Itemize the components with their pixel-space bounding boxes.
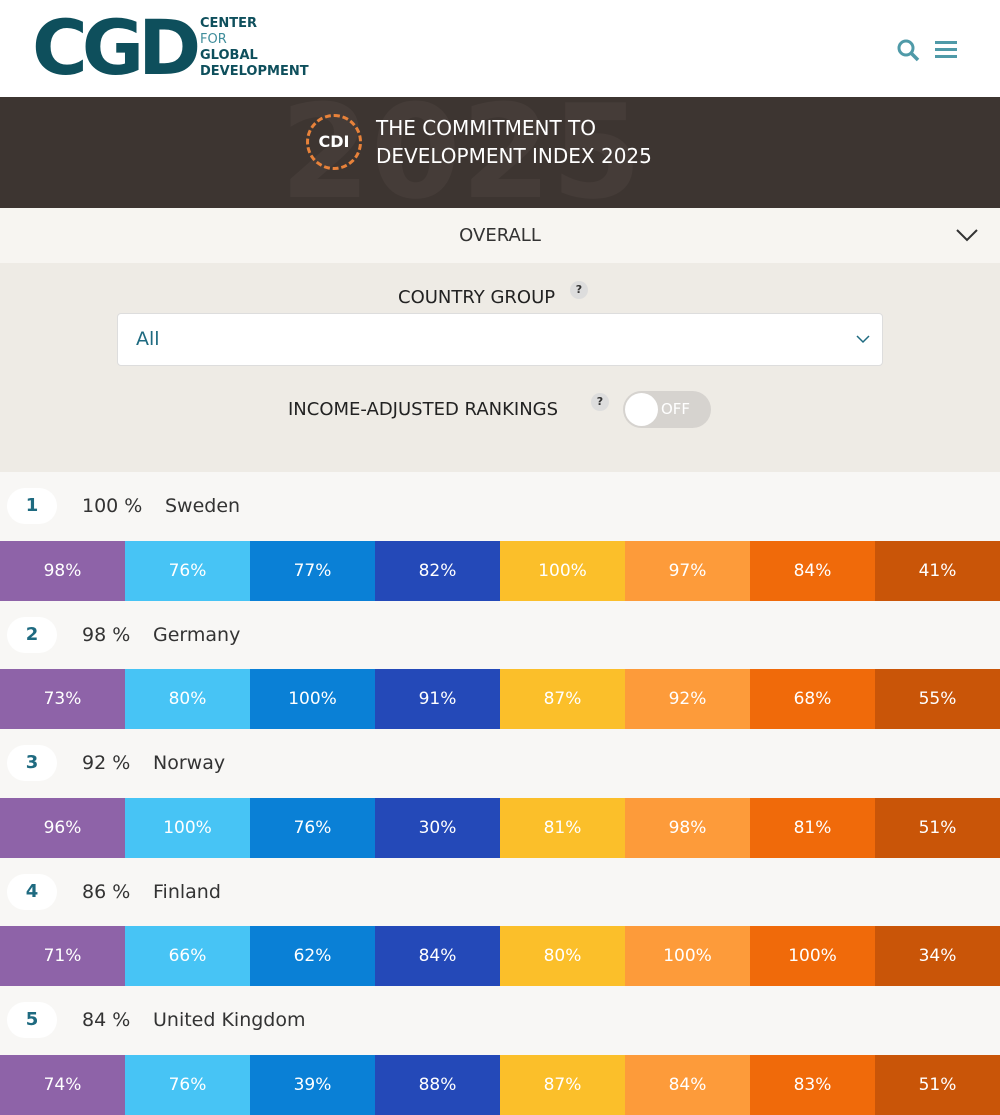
org-line: DEVELOPMENT	[200, 64, 309, 79]
income-toggle[interactable]: OFF	[623, 391, 711, 428]
component-score: 76%	[125, 1054, 250, 1115]
component-score: 88%	[375, 1054, 500, 1115]
component-score: 100%	[125, 797, 250, 858]
component-bar: 98% 76% 77% 82% 100% 97% 84% 41%	[0, 540, 1000, 601]
toggle-state: OFF	[661, 400, 691, 418]
component-score: 73%	[0, 669, 125, 729]
component-score: 92%	[625, 669, 750, 729]
component-score: 84%	[375, 926, 500, 986]
banner-title: THE COMMITMENT TO DEVELOPMENT INDEX 2025	[376, 114, 652, 170]
site-header: CGD CENTER FOR GLOBAL DEVELOPMENT	[0, 0, 1000, 97]
chevron	[856, 335, 870, 344]
rank-badge: 3	[7, 745, 57, 781]
component-score: 62%	[250, 926, 375, 986]
component-score: 80%	[125, 669, 250, 729]
country: Norway	[153, 752, 226, 774]
search-icon[interactable]	[896, 38, 920, 62]
country-group-select[interactable]: All	[117, 313, 883, 366]
component-score: 68%	[750, 669, 875, 729]
component-score: 76%	[125, 540, 250, 601]
component-bar: 73% 80% 100% 91% 87% 92% 68% 55%	[0, 669, 1000, 729]
component-bar: 96% 100% 76% 30% 81% 98% 81% 51%	[0, 797, 1000, 858]
rank-badge: 5	[7, 1002, 57, 1038]
component-score: 34%	[875, 926, 1000, 986]
component-bar: 71% 66% 62% 84% 80% 100% 100% 34%	[0, 926, 1000, 986]
component-score: 100%	[625, 926, 750, 986]
rank-badge: 4	[7, 873, 57, 910]
component-score: 100%	[750, 926, 875, 986]
component-score: 71%	[0, 926, 125, 986]
country: Germany	[153, 623, 241, 646]
component-score: 80%	[500, 926, 625, 986]
title-line: THE COMMITMENT TO	[376, 116, 596, 140]
component-score: 84%	[750, 540, 875, 601]
component-score: 74%	[0, 1054, 125, 1115]
component-score: 91%	[375, 669, 500, 729]
rank-badge: 2	[7, 616, 57, 653]
component-score: 87%	[500, 1054, 625, 1115]
title-line: DEVELOPMENT INDEX 2025	[376, 144, 652, 168]
help-icon[interactable]: ?	[591, 393, 609, 411]
component-score: 83%	[750, 1054, 875, 1115]
chevron	[956, 229, 978, 242]
org-line: FOR	[200, 32, 227, 47]
score: 98 %	[82, 623, 131, 646]
component-score: 97%	[625, 540, 750, 601]
component-score: 100%	[500, 540, 625, 601]
component-score: 96%	[0, 797, 125, 858]
component-score: 87%	[500, 669, 625, 729]
component-score: 55%	[875, 669, 1000, 729]
org-line: CENTER	[200, 16, 258, 31]
rank-badge: 1	[7, 488, 57, 524]
component-score: 82%	[375, 540, 500, 601]
score: 92 %	[82, 752, 131, 774]
country: Sweden	[165, 495, 241, 517]
cdi-badge: CDI	[306, 114, 362, 170]
org-name[interactable]: CENTER FOR GLOBAL DEVELOPMENT	[200, 16, 309, 80]
component-score: 98%	[0, 540, 125, 601]
view-select[interactable]: OVERALL	[0, 208, 1000, 263]
country: United Kingdom	[153, 1009, 306, 1031]
component-score: 41%	[875, 540, 1000, 601]
score: 84 %	[82, 1009, 131, 1031]
country-group-label: COUNTRY GROUP	[398, 287, 556, 308]
component-bar: 74% 76% 39% 88% 87% 84% 83% 51%	[0, 1054, 1000, 1115]
score: 100 %	[82, 495, 143, 517]
filters: COUNTRY GROUP ? All INCOME-ADJUSTED RANK…	[0, 263, 1000, 472]
ranking-row[interactable]: 4 86 % Finland	[0, 857, 1000, 926]
component-score: 66%	[125, 926, 250, 986]
component-score: 81%	[750, 797, 875, 858]
component-score: 98%	[625, 797, 750, 858]
help-icon[interactable]: ?	[570, 281, 588, 299]
component-score: 84%	[625, 1054, 750, 1115]
logo[interactable]: CGD	[32, 3, 201, 92]
ranking-row[interactable]: 1 100 % Sweden	[0, 472, 1000, 540]
country: Finland	[153, 880, 221, 903]
ranking-row[interactable]: 5 84 % United Kingdom	[0, 986, 1000, 1054]
component-score: 51%	[875, 797, 1000, 858]
org-line: GLOBAL	[200, 48, 258, 63]
banner: 2025 CDI THE COMMITMENT TO DEVELOPMENT I…	[0, 97, 1000, 208]
income-label: INCOME-ADJUSTED RANKINGS	[288, 399, 559, 420]
score: 86 %	[82, 880, 131, 903]
component-score: 76%	[250, 797, 375, 858]
component-score: 100%	[250, 669, 375, 729]
menu-icon[interactable]	[935, 40, 957, 60]
ranking-row[interactable]: 2 98 % Germany	[0, 600, 1000, 669]
component-score: 77%	[250, 540, 375, 601]
ranking-row[interactable]: 3 92 % Norway	[0, 729, 1000, 797]
component-score: 51%	[875, 1054, 1000, 1115]
select-value: All	[136, 328, 160, 350]
component-score: 39%	[250, 1054, 375, 1115]
component-score: 81%	[500, 797, 625, 858]
component-score: 30%	[375, 797, 500, 858]
view-label: OVERALL	[459, 225, 541, 246]
